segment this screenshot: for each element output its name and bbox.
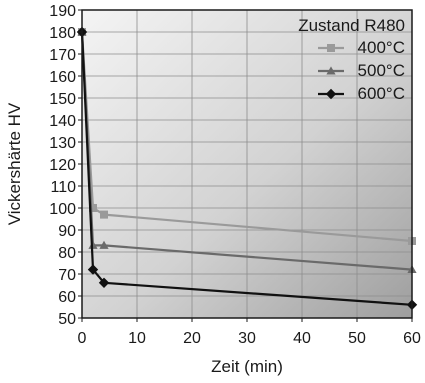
ticks: 5060708090100110120130140150160170180190… [49, 3, 421, 347]
legend-item-label: 400°C [358, 38, 405, 57]
data-point [89, 204, 97, 212]
data-point [99, 240, 109, 249]
legend-swatch-marker [327, 44, 335, 52]
x-axis-label: Zeit (min) [211, 357, 283, 376]
y-tick-label: 60 [58, 289, 76, 306]
data-point [88, 240, 98, 249]
legend-item-label: 500°C [358, 61, 405, 80]
y-tick-label: 160 [49, 69, 76, 86]
x-tick-label: 10 [128, 330, 146, 347]
legend-item-label: 600°C [358, 84, 405, 103]
x-tick-label: 50 [348, 330, 366, 347]
y-tick-label: 190 [49, 3, 76, 20]
y-tick-label: 70 [58, 267, 76, 284]
x-tick-label: 40 [293, 330, 311, 347]
legend: Zustand R480 400°C 500°C 600°C [298, 16, 405, 103]
y-tick-label: 100 [49, 201, 76, 218]
x-tick-label: 20 [183, 330, 201, 347]
legend-swatch-marker [325, 88, 337, 100]
series-line [80, 31, 413, 306]
legend-title: Zustand R480 [298, 16, 405, 35]
x-tick-label: 0 [78, 330, 87, 347]
y-tick-label: 50 [58, 311, 76, 328]
data-point [100, 210, 108, 219]
y-tick-label: 120 [49, 157, 76, 174]
y-tick-label: 90 [58, 223, 76, 240]
y-tick-label: 180 [49, 25, 76, 42]
y-tick-label: 130 [49, 135, 76, 152]
y-tick-label: 140 [49, 113, 76, 130]
x-tick-label: 60 [403, 330, 421, 347]
y-tick-label: 110 [50, 179, 76, 196]
legend-swatch-marker [326, 66, 336, 75]
y-tick-label: 80 [58, 245, 76, 262]
y-tick-label: 170 [49, 47, 76, 64]
x-tick-label: 30 [238, 330, 256, 347]
data-point [87, 264, 99, 275]
data-point [98, 277, 110, 288]
y-axis-label: Vickershärte HV [5, 102, 24, 225]
y-tick-label: 150 [49, 91, 76, 108]
